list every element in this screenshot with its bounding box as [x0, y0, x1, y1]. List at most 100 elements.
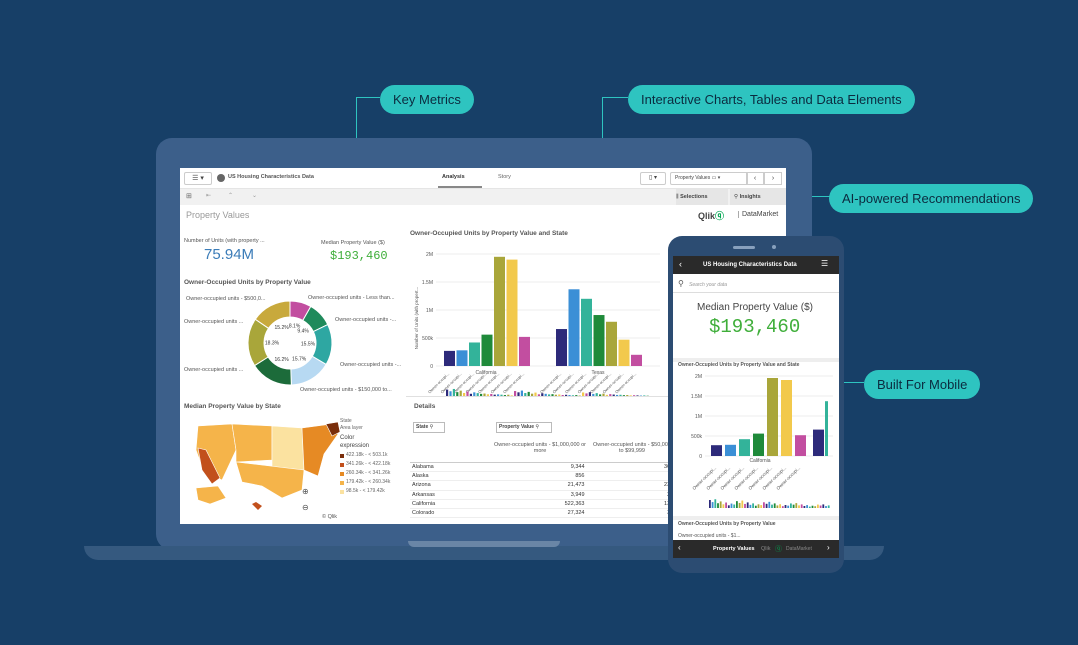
us-map[interactable]: ⊕ ⊖	[192, 420, 342, 515]
sheet-selector-label: Property Values	[675, 175, 711, 181]
bar[interactable]	[556, 329, 567, 366]
property-value-filter-button[interactable]: Property Value ⚲	[496, 422, 552, 433]
bar[interactable]	[456, 350, 468, 366]
overview-bar	[463, 392, 466, 396]
overview-bar	[544, 393, 547, 396]
qlik-logo-text: Qlik	[698, 211, 716, 221]
smart-search-icon[interactable]: ⊞	[186, 193, 192, 200]
tab-story[interactable]: Story	[498, 174, 511, 180]
table-row[interactable]: Arizona 21,47323(	[410, 481, 674, 491]
map-zoom-in-icon[interactable]: ⊕	[302, 487, 309, 496]
table-row[interactable]: Arkansas 3,9492(	[410, 490, 674, 500]
bar[interactable]	[481, 334, 493, 366]
table-cell-value: 856	[575, 473, 585, 480]
bar[interactable]	[711, 445, 722, 456]
map-region-central[interactable]	[271, 425, 305, 473]
bar[interactable]	[606, 321, 617, 366]
map-region-hawaii[interactable]	[252, 502, 262, 510]
table-row[interactable]: California 522,36313(	[410, 499, 674, 509]
legend-label: 260.34k - < 341.26k	[346, 470, 391, 476]
insights-icon: ⚲	[734, 194, 739, 200]
overview-bar	[776, 505, 779, 508]
bar[interactable]	[813, 429, 824, 456]
table-cell-state: Alaska	[412, 473, 429, 480]
sheet-selector[interactable]: Property Values ▭ ▾	[670, 172, 748, 185]
overview-bar	[629, 395, 632, 396]
legend-swatch	[340, 489, 344, 494]
table-row[interactable]: Colorado 27,3243(	[410, 508, 674, 518]
bar[interactable]	[506, 259, 518, 366]
bar[interactable]	[444, 350, 455, 366]
table-cell-value: 9,344	[570, 464, 585, 471]
bookmark-button[interactable]: ▯ ▾	[640, 172, 666, 185]
map-zoom-out-icon[interactable]: ⊖	[302, 503, 309, 512]
search-placeholder: Search your data	[689, 282, 728, 288]
table-row[interactable]: Alabama 9,34436(	[410, 463, 674, 472]
bar[interactable]	[753, 433, 764, 456]
overview-bar	[449, 391, 452, 396]
overview-bar	[466, 391, 469, 396]
donut-chart[interactable]: 8.1%9.4% 15.5% 15.7%16.2% 18.3% 15.2%	[240, 293, 340, 393]
bar[interactable]	[494, 256, 505, 366]
search-icon: ⚲	[429, 424, 434, 430]
overview-bar	[787, 505, 790, 508]
bar[interactable]	[631, 354, 642, 366]
clear-selections-icon[interactable]: ⌄	[252, 193, 258, 199]
back-icon[interactable]: ‹	[679, 259, 682, 269]
prev-sheet-icon[interactable]: ‹	[678, 543, 681, 552]
forward-step-icon[interactable]: ⌃	[228, 193, 234, 199]
bar[interactable]	[767, 378, 778, 456]
overview-bar	[595, 393, 598, 396]
details-col-header[interactable]: Owner-occupied units - $50,000 to $99,99…	[593, 442, 671, 454]
mobile-kpi-value: $193,460	[709, 316, 801, 338]
bar[interactable]	[781, 380, 792, 456]
tab-analysis[interactable]: Analysis	[442, 174, 465, 180]
bar-chart[interactable]: 2M 1.5M 1M 500k 0 Number of Units (with prope…	[410, 238, 670, 398]
overview-bar	[500, 394, 503, 396]
next-sheet-button[interactable]: ›	[764, 172, 782, 185]
group-label: California	[475, 370, 496, 376]
overview-bar	[773, 503, 776, 508]
next-sheet-icon[interactable]: ›	[827, 543, 830, 552]
bar[interactable]	[825, 401, 828, 456]
map-region-alaska[interactable]	[195, 485, 227, 505]
table-cell-value: 27,324	[567, 510, 585, 517]
back-step-icon[interactable]: ⇤	[206, 193, 212, 199]
bar[interactable]	[795, 435, 806, 456]
insights-tab[interactable]: ⚲ Insights	[730, 189, 786, 205]
mobile-search[interactable]: ⚲ Search your data	[673, 278, 839, 293]
details-divider	[406, 396, 676, 397]
mobile-divider	[673, 516, 839, 520]
table-cell-state: Arizona	[412, 482, 431, 489]
table-row[interactable]: Alaska 856	[410, 472, 674, 481]
map-region-mountain[interactable]	[231, 423, 273, 463]
bar[interactable]	[593, 315, 605, 366]
overview-bar	[711, 502, 714, 508]
bar[interactable]	[725, 444, 736, 456]
map-region-northeast[interactable]	[325, 421, 341, 437]
bar[interactable]	[568, 289, 580, 366]
overview-bar	[643, 395, 646, 396]
hamburger-icon[interactable]: ☰	[821, 259, 829, 268]
selections-tab[interactable]: ⫼ Selections	[676, 189, 728, 205]
search-icon: ⚲	[678, 279, 684, 288]
map-region-california[interactable]	[197, 447, 221, 485]
table-cell-state: Alabama	[412, 464, 434, 471]
mobile-footer-title: Property Values	[713, 546, 755, 552]
bar[interactable]	[581, 298, 592, 366]
bar[interactable]	[469, 342, 480, 366]
state-filter-button[interactable]: State ⚲	[413, 422, 445, 433]
bar[interactable]	[519, 336, 530, 366]
overview-bar	[507, 394, 510, 396]
prev-sheet-button[interactable]: ‹	[746, 172, 764, 185]
table-cell-state: Arkansas	[412, 491, 435, 498]
donut-slice[interactable]	[254, 300, 291, 330]
details-col-header[interactable]: Owner-occupied units - $1,000,000 or mor…	[493, 442, 587, 454]
overview-bar	[493, 394, 496, 396]
datamarket-logo: DataMarket	[738, 211, 778, 218]
mobile-bar-chart[interactable]: 2M1.5M1M500k0Owner-occupi...Owner-occupi…	[675, 370, 837, 510]
bar[interactable]	[739, 439, 750, 456]
legend-title: State	[340, 418, 352, 424]
menu-button[interactable]: ☰ ▾	[184, 172, 212, 185]
bar[interactable]	[618, 339, 630, 366]
